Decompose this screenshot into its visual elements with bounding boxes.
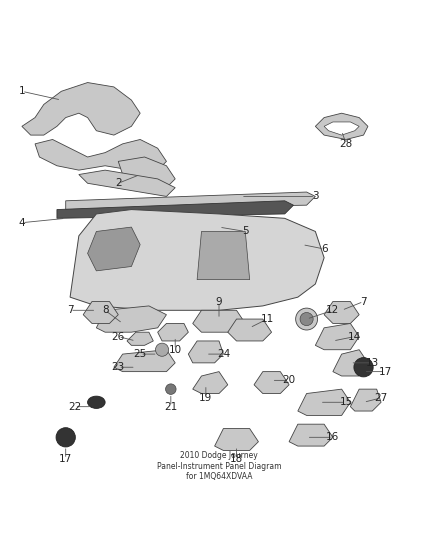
Circle shape <box>155 343 169 356</box>
Polygon shape <box>188 341 223 363</box>
Polygon shape <box>333 350 368 376</box>
Polygon shape <box>315 324 359 350</box>
Text: 19: 19 <box>199 393 212 403</box>
Polygon shape <box>70 209 324 310</box>
Polygon shape <box>35 140 166 170</box>
Polygon shape <box>114 350 175 372</box>
Polygon shape <box>315 113 368 140</box>
Text: 25: 25 <box>134 349 147 359</box>
Text: 12: 12 <box>326 305 339 316</box>
Text: 20: 20 <box>283 375 296 385</box>
Circle shape <box>166 384 176 394</box>
Text: 27: 27 <box>374 393 388 403</box>
Text: 7: 7 <box>67 305 74 316</box>
Circle shape <box>354 358 373 377</box>
Text: 22: 22 <box>68 402 81 411</box>
Polygon shape <box>127 332 153 345</box>
Text: 4: 4 <box>18 217 25 228</box>
Polygon shape <box>96 306 166 332</box>
Text: 6: 6 <box>321 244 328 254</box>
Polygon shape <box>83 302 118 324</box>
Text: 28: 28 <box>339 139 353 149</box>
Text: 13: 13 <box>366 358 379 368</box>
Text: 17: 17 <box>379 367 392 377</box>
Circle shape <box>300 312 313 326</box>
Polygon shape <box>57 201 293 219</box>
Text: 26: 26 <box>112 332 125 342</box>
Text: 5: 5 <box>242 227 249 237</box>
Polygon shape <box>158 324 188 341</box>
Text: 17: 17 <box>59 454 72 464</box>
Polygon shape <box>79 170 175 197</box>
Polygon shape <box>22 83 140 135</box>
Polygon shape <box>197 231 250 280</box>
Polygon shape <box>228 319 272 341</box>
Polygon shape <box>324 122 359 135</box>
Text: 16: 16 <box>326 432 339 442</box>
Polygon shape <box>289 424 333 446</box>
Text: 7: 7 <box>360 296 367 306</box>
Polygon shape <box>193 310 245 332</box>
Text: 24: 24 <box>217 349 230 359</box>
Text: 23: 23 <box>112 362 125 372</box>
Polygon shape <box>298 389 350 415</box>
Text: 3: 3 <box>312 191 319 201</box>
Polygon shape <box>193 372 228 393</box>
Text: 18: 18 <box>230 454 243 464</box>
Text: 11: 11 <box>261 314 274 324</box>
Text: 8: 8 <box>102 305 109 316</box>
Text: 21: 21 <box>164 402 177 411</box>
Polygon shape <box>350 389 381 411</box>
Polygon shape <box>215 429 258 450</box>
Text: 14: 14 <box>348 332 361 342</box>
Circle shape <box>296 308 318 330</box>
Text: 15: 15 <box>339 397 353 407</box>
Circle shape <box>56 427 75 447</box>
Text: 2: 2 <box>115 178 122 188</box>
Polygon shape <box>118 157 175 188</box>
Ellipse shape <box>88 396 105 408</box>
Polygon shape <box>88 227 140 271</box>
Text: 1: 1 <box>18 86 25 96</box>
Polygon shape <box>324 302 359 324</box>
Text: 2010 Dodge Journey
Panel-Instrument Panel Diagram
for 1MQ64XDVAA: 2010 Dodge Journey Panel-Instrument Pane… <box>157 451 281 481</box>
Polygon shape <box>254 372 289 393</box>
Text: 9: 9 <box>215 296 223 306</box>
Text: 10: 10 <box>169 345 182 355</box>
Polygon shape <box>66 192 315 209</box>
